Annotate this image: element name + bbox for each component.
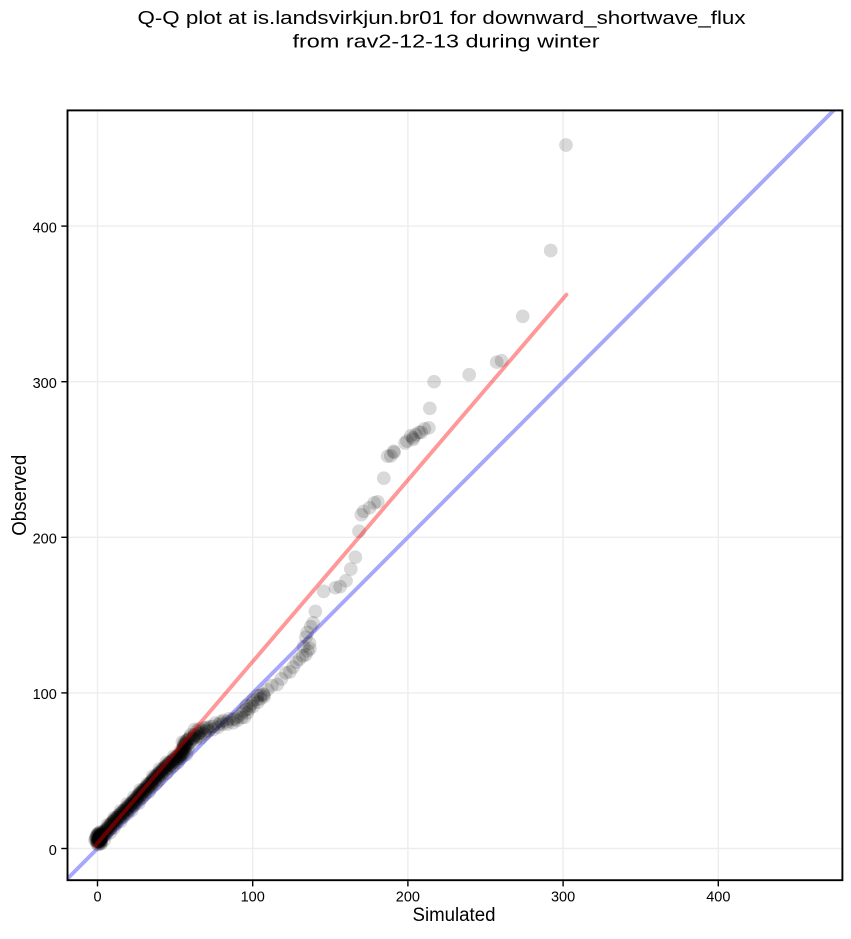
- svg-text:0: 0: [49, 843, 57, 859]
- svg-text:Q-Q plot at is.landsvirkjun.br: Q-Q plot at is.landsvirkjun.br01 for dow…: [138, 8, 746, 29]
- svg-text:from rav2-12-13 during winter: from rav2-12-13 during winter: [293, 32, 600, 52]
- svg-text:0: 0: [93, 890, 101, 906]
- svg-text:400: 400: [33, 220, 57, 236]
- svg-text:200: 200: [33, 532, 57, 548]
- svg-text:400: 400: [706, 890, 730, 906]
- svg-text:100: 100: [241, 890, 265, 906]
- svg-text:300: 300: [33, 376, 57, 392]
- svg-text:200: 200: [396, 890, 420, 906]
- svg-text:100: 100: [33, 687, 57, 703]
- svg-text:300: 300: [551, 890, 575, 906]
- svg-text:Simulated: Simulated: [413, 905, 496, 926]
- svg-text:Observed: Observed: [9, 455, 31, 536]
